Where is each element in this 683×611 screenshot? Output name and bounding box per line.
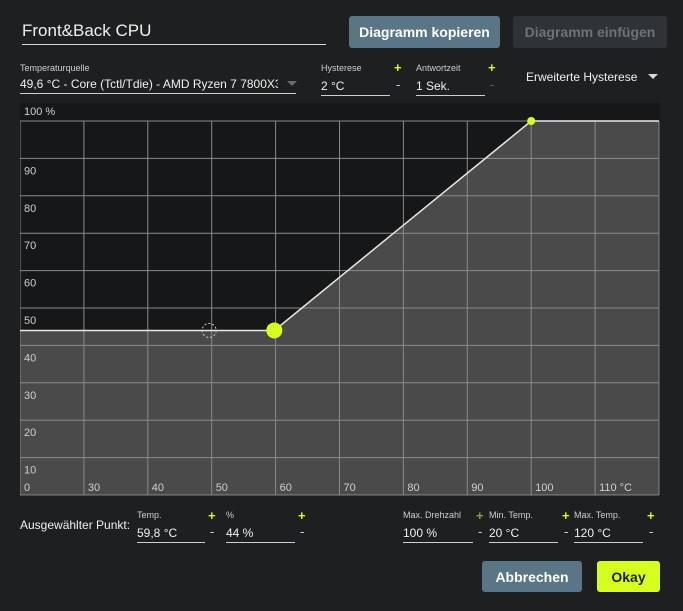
profile-name-input[interactable]: Front&Back CPU [22,18,326,45]
temperature-source-select[interactable]: 49,6 °C - Core (Tctl/Tdie) - AMD Ryzen 7… [20,75,296,94]
selected-point-label: Ausgewählter Punkt: [20,518,131,532]
y-tick-label: 10 [24,465,36,477]
max-speed-minus-button[interactable]: - [478,524,483,539]
y-tick-label: 60 [24,278,36,290]
y-tick-label: 50 [24,315,36,327]
chevron-down-icon[interactable] [648,74,658,79]
x-tick-label: 100 [535,482,553,494]
ok-button[interactable]: Okay [597,561,660,592]
hysteresis-plus-button[interactable]: + [394,60,402,75]
min-temp-label: Min. Temp. [489,510,533,520]
x-tick-label: 50 [216,482,228,494]
x-tick-label: 60 [280,482,292,494]
point-temp-plus-button[interactable]: + [208,508,216,523]
chevron-down-icon[interactable] [287,81,297,86]
response-time-plus-button[interactable]: + [488,60,496,75]
copy-diagram-button[interactable]: Diagramm kopieren [349,16,500,48]
point-percent-plus-button[interactable]: + [298,508,306,523]
y-tick-label: 70 [24,240,36,252]
hysteresis-marker [201,322,217,338]
temperature-source-label: Temperaturquelle [20,63,90,73]
y-tick-label: 30 [24,390,36,402]
x-tick-label: 0 [24,482,30,494]
x-tick-label: 30 [88,482,100,494]
min-temp-minus-button[interactable]: - [564,524,569,539]
point-percent-label: % [226,510,235,520]
fan-curve-chart[interactable]: 100 % 90 80 70 60 50 40 30 20 10 0 30 40 50 60 70 80 90 10… [19,103,660,496]
min-temp-input[interactable]: 20 °C [489,524,558,543]
y-tick-label: 20 [24,427,36,439]
point-temp-minus-button[interactable]: - [210,524,215,539]
paste-diagram-button[interactable]: Diagramm einfügen [513,16,667,48]
point-temp-input[interactable]: 59,8 °C [137,524,205,543]
y-tick-label: 40 [24,352,36,364]
y-tick-label: 100 % [24,106,55,118]
x-tick-label: 80 [407,482,419,494]
hysteresis-input[interactable]: 2 °C [321,77,390,96]
max-temp-input[interactable]: 120 °C [574,524,643,543]
selected-point[interactable] [266,322,283,339]
y-tick-label: 80 [24,203,36,215]
curve-end-point [527,117,536,125]
point-percent-minus-button[interactable]: - [300,524,305,539]
max-speed-plus-button[interactable]: + [476,508,484,523]
response-time-minus-button[interactable]: - [490,77,495,92]
x-tick-label: 70 [344,482,356,494]
min-temp-plus-button[interactable]: + [562,508,570,523]
max-temp-plus-button[interactable]: + [647,508,655,523]
response-time-label: Antwortzeit [416,63,461,73]
hysteresis-minus-button[interactable]: - [396,77,401,92]
max-speed-input[interactable]: 100 % [403,524,473,543]
point-temp-label: Temp. [137,510,162,520]
point-percent-input[interactable]: 44 % [226,524,295,543]
extended-hysteresis-toggle[interactable]: Erweiterte Hysterese [526,70,638,84]
x-tick-label: 40 [152,482,164,494]
cancel-button[interactable]: Abbrechen [482,561,582,592]
curve-line [20,120,659,332]
y-tick-label: 90 [24,165,36,177]
temperature-source-value: 49,6 °C - Core (Tctl/Tdie) - AMD Ryzen 7… [20,77,278,91]
max-temp-minus-button[interactable]: - [649,524,654,539]
max-temp-label: Max. Temp. [574,510,621,520]
max-speed-label: Max. Drehzahl [403,510,462,520]
x-tick-label: 110 °C [599,482,632,494]
x-tick-label: 90 [471,482,483,494]
hysteresis-label: Hysterese [321,63,362,73]
response-time-input[interactable]: 1 Sek. [416,77,485,96]
